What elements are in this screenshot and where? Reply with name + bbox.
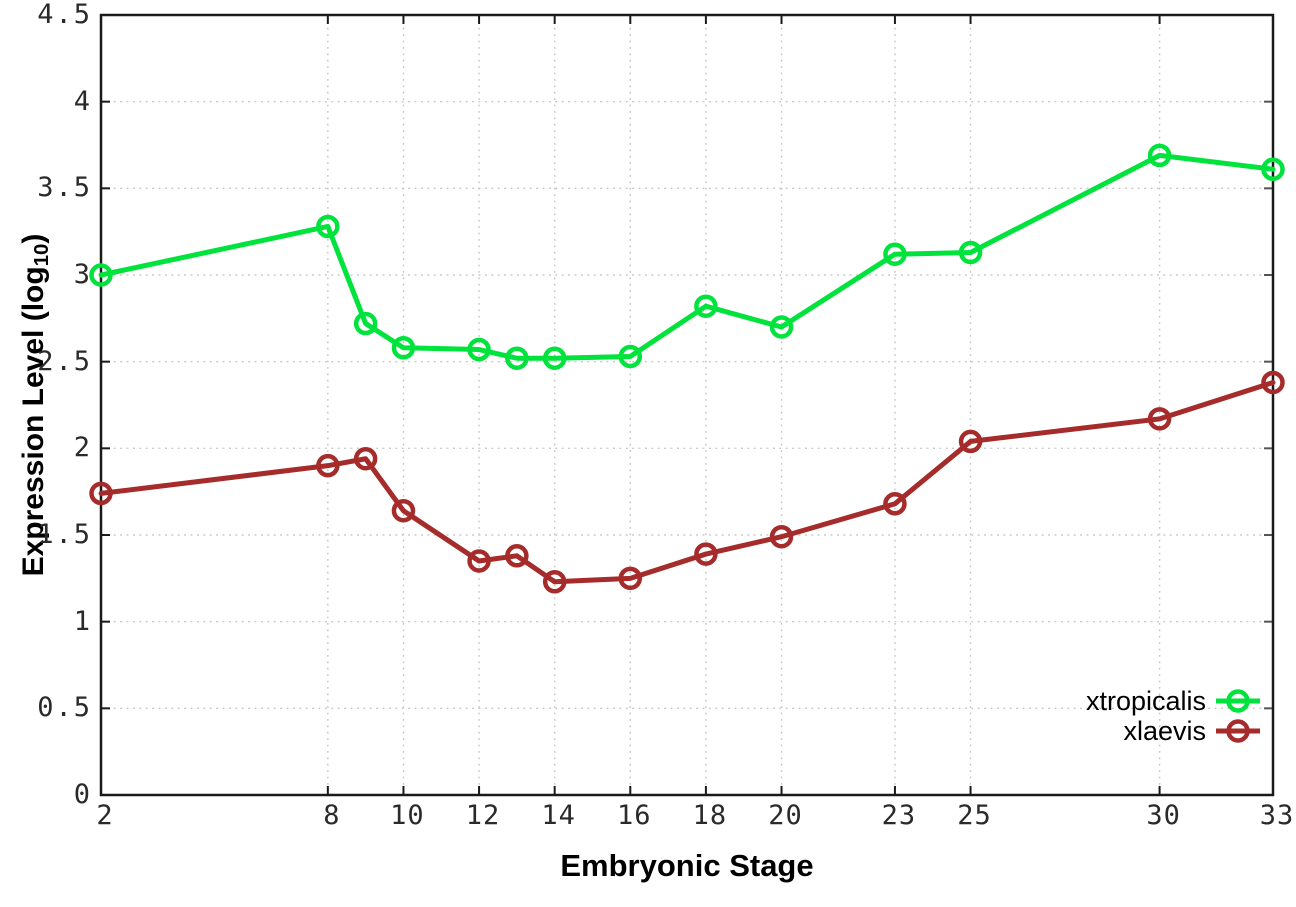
data-point-xtropicalis xyxy=(958,240,983,265)
data-point-xlaevis xyxy=(353,446,378,471)
data-point-xtropicalis xyxy=(1261,157,1285,182)
legend-label: xtropicalis xyxy=(1085,686,1206,716)
data-point-xlaevis xyxy=(694,542,718,566)
y-tick-label: 3.5 xyxy=(37,172,92,204)
data-point-xlaevis xyxy=(769,524,794,549)
data-point-xtropicalis xyxy=(316,214,340,239)
data-point-xtropicalis xyxy=(694,294,718,318)
legend: xtropicalis xlaevis xyxy=(1086,686,1260,746)
x-tick-label: 2 xyxy=(96,800,114,831)
data-point-xlaevis xyxy=(542,570,567,594)
x-tick-label: 16 xyxy=(617,800,652,831)
data-point-xtropicalis xyxy=(1147,143,1172,168)
data-point-xlaevis xyxy=(391,498,416,523)
data-point-xtropicalis xyxy=(769,315,794,339)
data-point-xlaevis xyxy=(467,549,491,573)
data-point-xlaevis xyxy=(883,492,907,516)
legend-entry-xtropicalis: xtropicalis xyxy=(1086,686,1260,716)
data-point-xtropicalis xyxy=(505,346,529,370)
data-point-xtropicalis xyxy=(542,346,567,370)
data-point-xlaevis xyxy=(618,566,643,591)
legend-marker-icon xyxy=(1216,717,1260,745)
data-point-xlaevis xyxy=(1147,407,1172,431)
data-point-xlaevis xyxy=(1261,370,1285,395)
x-tick-label: 8 xyxy=(323,800,341,831)
x-tick-label: 10 xyxy=(390,800,425,831)
x-tick-label: 12 xyxy=(465,800,501,831)
data-point-xlaevis xyxy=(505,544,529,568)
legend-marker-icon xyxy=(1216,687,1260,715)
y-tick-label: 0 xyxy=(73,779,92,810)
x-tick-label: 14 xyxy=(541,800,576,831)
y-tick-label: 4 xyxy=(73,85,92,117)
y-tick-label: 0.5 xyxy=(37,692,92,724)
chart-svg xyxy=(89,13,1285,797)
y-tick-label: 1.5 xyxy=(37,519,92,550)
x-axis-title: Embryonic Stage xyxy=(560,848,814,883)
data-point-xlaevis xyxy=(316,453,340,478)
x-tick-label: 23 xyxy=(881,800,917,831)
data-point-xtropicalis xyxy=(353,311,378,336)
x-tick-label: 33 xyxy=(1259,800,1295,831)
data-point-xtropicalis xyxy=(391,336,416,360)
series-line-xlaevis xyxy=(98,379,1276,585)
x-tick-label: 18 xyxy=(692,800,728,831)
data-point-xtropicalis xyxy=(89,263,113,287)
y-axis-title-close: ) xyxy=(17,233,50,244)
data-point-xlaevis xyxy=(89,481,113,506)
y-tick-label: 4.5 xyxy=(37,0,92,30)
legend-label: xlaevis xyxy=(1123,716,1206,746)
series-line-xtropicalis xyxy=(98,152,1276,361)
plot-border xyxy=(99,13,1275,797)
x-tick-label: 30 xyxy=(1146,800,1181,831)
y-tick-label: 2 xyxy=(73,432,92,464)
legend-entry-xlaevis: xlaevis xyxy=(1086,716,1260,746)
x-tick-label: 20 xyxy=(768,800,803,831)
x-tick-label: 25 xyxy=(957,800,992,831)
data-point-xtropicalis xyxy=(467,337,491,362)
y-tick-label: 1 xyxy=(73,605,92,637)
data-point-xtropicalis xyxy=(883,242,907,266)
plot-area xyxy=(89,13,1285,797)
y-tick-label: 3 xyxy=(73,259,92,290)
y-tick-label: 2.5 xyxy=(37,345,92,377)
data-point-xlaevis xyxy=(958,429,983,454)
data-point-xtropicalis xyxy=(618,344,643,369)
